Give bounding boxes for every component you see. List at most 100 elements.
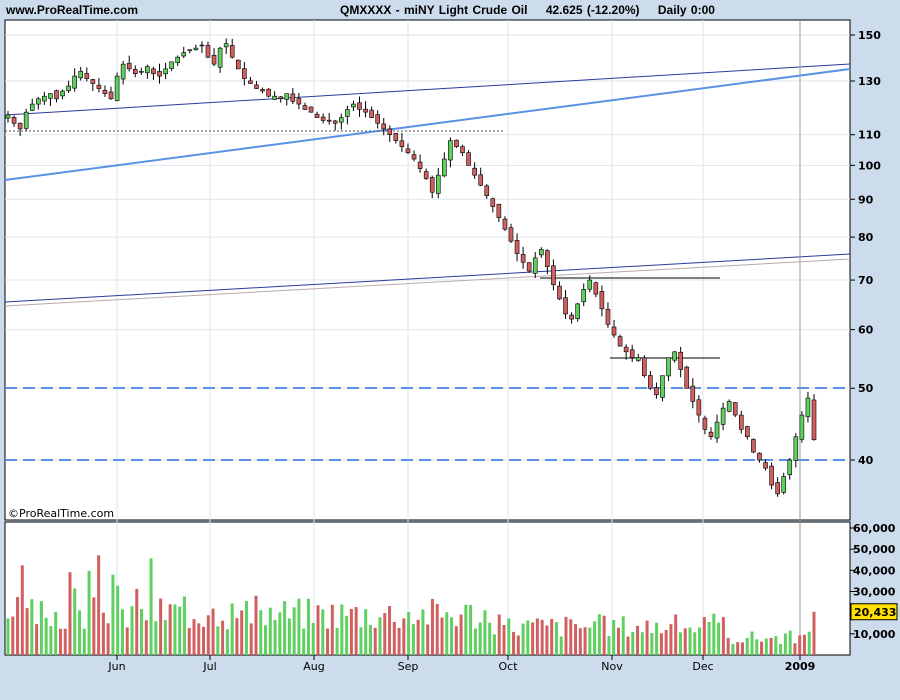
volume-bar [173,604,177,655]
candle-body [526,262,532,272]
candle-body [248,80,253,84]
time-tick-label: Jul [202,660,216,673]
volume-bar [30,599,34,655]
volume-bar [726,637,730,655]
volume-bar [330,604,334,655]
volume-bar [540,619,544,655]
candle-body [66,85,71,92]
volume-bar [421,609,425,655]
candle-body [654,387,659,396]
volume-bar [807,631,811,655]
volume-bar [349,608,353,655]
volume-bar [636,625,640,655]
candle-body [714,421,720,439]
candle-body [72,75,77,89]
candle-body [732,402,738,416]
volume-bar [683,628,687,655]
volume-bar [469,604,473,655]
volume-bar [416,619,420,655]
site-url[interactable]: www.ProRealTime.com [6,3,139,17]
candle-body [496,203,502,218]
symbol-name: QMXXXX - miNY Light Crude Oil [340,3,528,17]
volume-bar [16,597,20,655]
candle-body [666,357,671,377]
volume-bar [721,617,725,655]
candle-body [532,257,538,274]
candle-body [387,128,393,136]
volume-bar [779,644,783,655]
candle-body [23,111,29,129]
candle-body [278,96,284,100]
candle-body [520,254,526,263]
volume-bar [497,614,501,655]
volume-bar [664,629,668,655]
candle-body [442,158,447,177]
volume-bar [464,604,468,655]
candle-body [751,439,756,453]
volume-bar [388,605,392,655]
candle-body [435,174,441,194]
volume-bar [707,621,711,655]
volume-bar [559,636,563,655]
candle-body [199,44,205,47]
volume-bar [764,638,768,655]
volume-bar [693,632,697,655]
candle-body [775,482,780,495]
volume-bar [526,620,530,655]
candle-body [381,123,387,130]
candle-body [96,84,102,89]
candle-body [569,314,574,320]
volume-bar [564,616,568,655]
volume-bar [125,627,129,655]
chart-title: QMXXXX - miNY Light Crude Oil 42.625 (-1… [340,3,729,17]
volume-bar [82,628,86,655]
candle-body [114,75,120,101]
price-tick-label: 90 [858,193,874,206]
volume-bar [378,617,382,655]
candle-body [478,174,483,186]
candle-body [684,366,690,389]
candle-body [757,452,762,461]
time-tick-label: Jun [107,660,125,673]
candle-body [557,285,562,300]
volume-bar [717,622,721,655]
candle-body [132,68,138,74]
volume-bar [650,633,654,655]
candle-body [345,109,350,117]
volume-bar [554,622,558,655]
price-tick-label: 50 [858,382,874,395]
price-panel [4,19,851,521]
volume-bar [607,635,611,655]
volume-bar [440,617,444,655]
volume-bar [87,570,91,655]
volume-bar [430,598,434,655]
volume-bar [678,632,682,655]
volume-bar [535,618,539,655]
volume-bar [302,628,306,655]
volume-bar [101,612,105,655]
volume-bar [769,637,773,655]
volume-bar [454,626,458,655]
candle-body [145,66,150,74]
volume-bar [178,606,182,655]
volume-bar [111,574,115,655]
candle-body [623,346,629,353]
volume-bar [450,617,454,655]
candlesticks [5,38,817,497]
volume-bar [574,624,578,655]
time-tick-label: Oct [498,660,518,673]
candle-body [454,139,459,147]
volume-bar [249,623,253,655]
candle-body [120,63,126,80]
candle-body [11,117,17,124]
candle-body [29,103,35,111]
candle-body [635,357,641,361]
volume-bar [326,628,330,655]
candle-body [290,93,296,102]
volume-bar [426,624,430,655]
volume-bar [731,643,735,655]
volume-bar [273,619,277,655]
candle-body [726,401,732,412]
volume-bar [397,627,401,655]
volume-bar [73,588,77,655]
